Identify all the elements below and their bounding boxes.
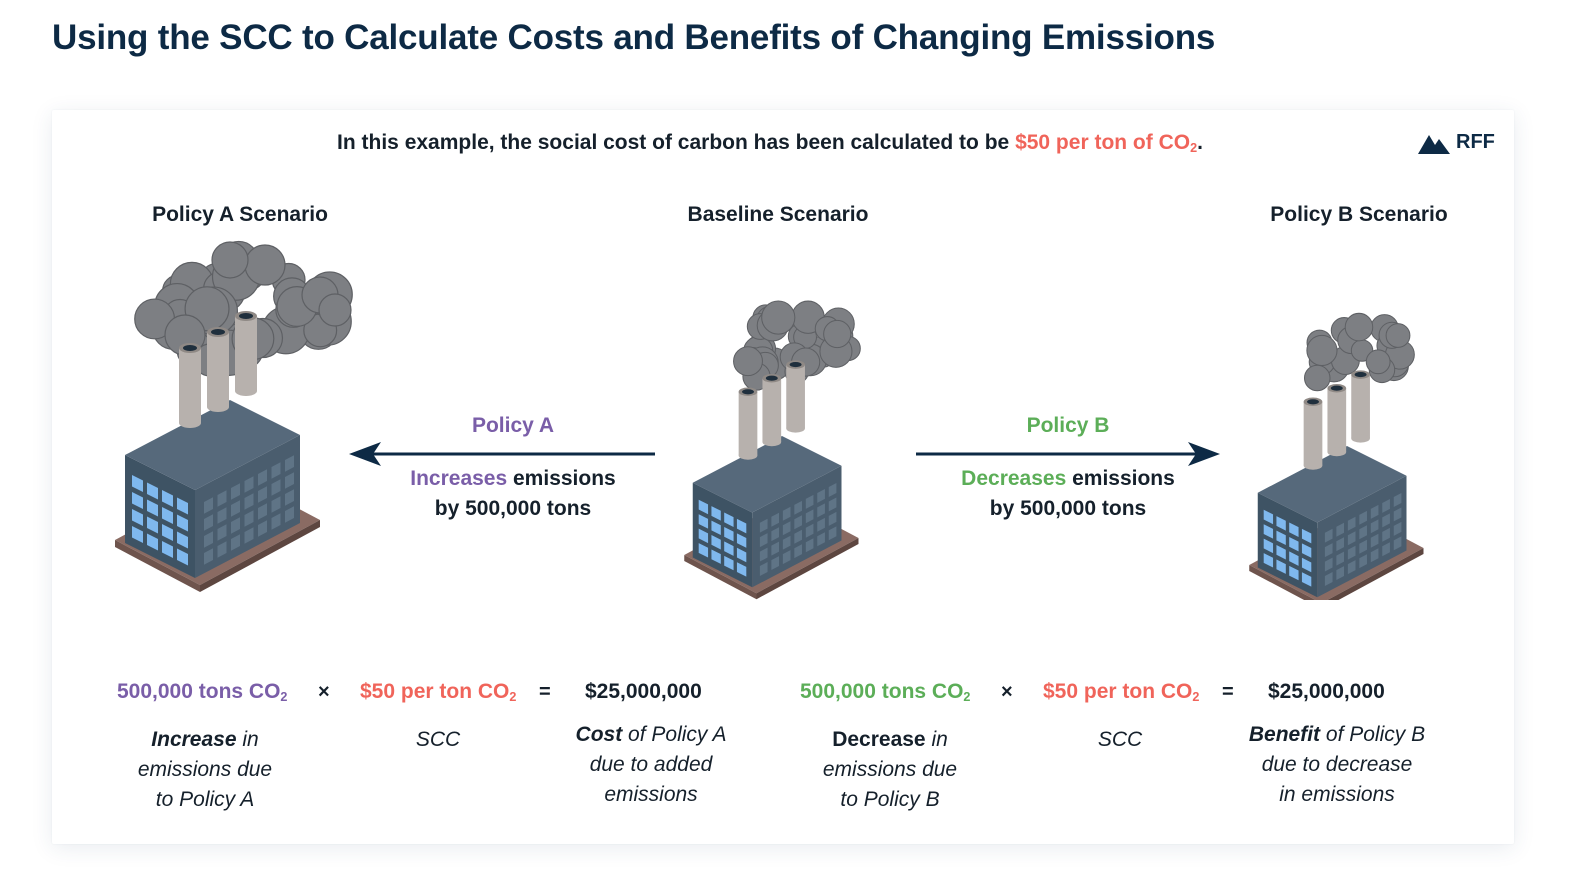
equation-a-scc: $50 per ton CO2 — [360, 680, 517, 705]
mountain-icon — [1418, 134, 1450, 154]
caption-b-result: Benefit of Policy B due to decrease in e… — [1248, 723, 1426, 806]
caption-a-quantity: Increase in emissions due to Policy A — [137, 728, 273, 811]
equation-b-quantity: 500,000 tons CO2 — [800, 680, 971, 705]
intro-end: . — [1197, 131, 1203, 154]
equation-a-equals: = — [539, 681, 551, 703]
intro-text-main: In this example, the social cost of carb… — [337, 131, 1016, 154]
intro-text: In this example, the social cost of carb… — [0, 131, 1540, 155]
arrow-right-icon — [916, 442, 1220, 466]
factory-a-icon — [115, 240, 353, 592]
equation-a-times: × — [318, 681, 330, 703]
scenario-a-title: Policy A Scenario — [152, 203, 328, 226]
equation-b-equals: = — [1222, 681, 1234, 703]
factory-b-icon — [1249, 312, 1424, 600]
scenario-baseline-title: Baseline Scenario — [687, 203, 869, 226]
caption-a-scc: SCC — [415, 728, 461, 751]
policy-a-label: Policy A — [471, 414, 555, 437]
caption-b-scc: SCC — [1097, 728, 1143, 751]
policy-b-label: Policy B — [1026, 414, 1110, 437]
caption-b-quantity: Decrease in emissions due to Policy B — [822, 728, 958, 811]
equation-a-quantity: 500,000 tons CO2 — [117, 680, 288, 705]
equation-a-result: $25,000,000 — [585, 680, 702, 703]
rff-logo: RFF — [1418, 131, 1495, 154]
page-title: Using the SCC to Calculate Costs and Ben… — [52, 18, 1216, 57]
caption-a-result: Cost of Policy A due to added emissions — [575, 723, 727, 806]
arrow-left-icon — [349, 442, 655, 466]
intro-highlight: $50 per ton of CO2 — [1015, 131, 1198, 156]
policy-a-description: Increases emissions by 500,000 tons — [410, 467, 616, 520]
policy-b-description: Decreases emissions by 500,000 tons — [961, 467, 1175, 520]
factory-baseline-icon — [684, 300, 861, 600]
equation-b-scc: $50 per ton CO2 — [1043, 680, 1200, 705]
equation-b-times: × — [1001, 681, 1013, 703]
smoke-cloud — [1303, 312, 1415, 392]
scenario-b-title: Policy B Scenario — [1270, 203, 1448, 226]
equation-b-result: $25,000,000 — [1268, 680, 1385, 703]
logo-text: RFF — [1456, 131, 1495, 153]
